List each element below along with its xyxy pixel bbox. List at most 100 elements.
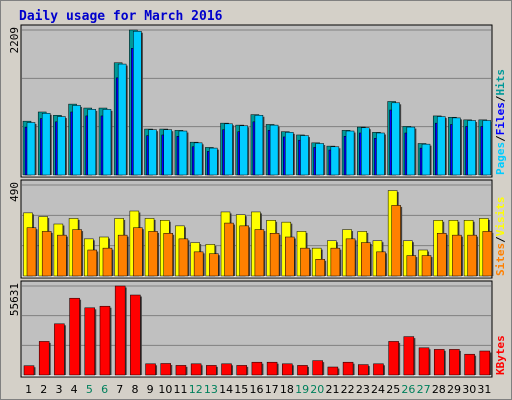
legend-entry: / — [494, 236, 507, 243]
bar-pages-day-8 — [133, 30, 142, 176]
bar-pages-day-11 — [178, 130, 188, 176]
x-tick-day-4: 4 — [71, 383, 78, 396]
bar-pages-day-4 — [72, 105, 81, 176]
bar-pages-day-23 — [361, 127, 370, 176]
bar-kbytes-day-13 — [206, 365, 217, 376]
chart-panels: 2209Pages/Files/Hits490Sites/Visits55631… — [8, 24, 507, 378]
x-tick-day-26: 26 — [401, 383, 415, 396]
x-tick-day-15: 15 — [234, 383, 248, 396]
legend-entry: / — [494, 95, 507, 102]
bar-kbytes-day-24 — [373, 363, 384, 376]
bar-kbytes-day-10 — [160, 363, 171, 376]
bar-pages-day-26 — [406, 126, 416, 176]
bar-kbytes-day-21 — [327, 366, 339, 376]
x-tick-day-21: 21 — [325, 383, 339, 396]
bar-pages-day-18 — [285, 132, 294, 176]
bar-pages-day-17 — [269, 124, 279, 176]
bar-sites-day-8 — [133, 227, 143, 277]
bar-pages-day-25 — [391, 102, 400, 176]
x-tick-day-23: 23 — [356, 383, 370, 396]
bar-sites-day-19 — [300, 247, 310, 277]
bar-sites-day-24 — [376, 251, 386, 277]
x-tick-day-11: 11 — [174, 383, 188, 396]
bar-pages-day-7 — [117, 63, 127, 176]
bar-pages-day-21 — [330, 146, 340, 176]
legend-entry: Sites — [494, 243, 507, 276]
x-tick-day-1: 1 — [25, 383, 32, 396]
x-tick-day-7: 7 — [116, 383, 123, 396]
bar-sites-day-30 — [467, 234, 477, 277]
x-tick-day-5: 5 — [86, 383, 93, 396]
bar-kbytes-day-19 — [297, 365, 308, 376]
bar-pages-day-29 — [452, 117, 461, 176]
x-tick-day-17: 17 — [265, 383, 279, 396]
panel-background — [20, 280, 493, 378]
bar-kbytes-day-2 — [38, 341, 50, 376]
bar-sites-day-18 — [285, 236, 295, 277]
x-tick-day-18: 18 — [280, 383, 294, 396]
bar-pages-day-10 — [163, 129, 172, 176]
y-axis-max-label: 2209 — [8, 27, 21, 54]
legend-entry: Hits — [494, 69, 507, 96]
bar-sites-day-1 — [26, 227, 37, 277]
bar-pages-day-5 — [87, 109, 97, 176]
bar-sites-day-15 — [239, 225, 249, 277]
x-tick-day-9: 9 — [147, 383, 154, 396]
bar-sites-day-16 — [254, 229, 265, 277]
bar-pages-day-30 — [467, 120, 476, 176]
bar-sites-day-17 — [269, 233, 280, 277]
bar-sites-day-4 — [72, 229, 82, 277]
bar-sites-day-12 — [193, 251, 204, 277]
bar-kbytes-day-11 — [175, 365, 187, 376]
bar-pages-day-16 — [254, 115, 264, 176]
bar-pages-day-14 — [224, 123, 233, 176]
bar-pages-day-20 — [315, 143, 324, 176]
bar-sites-day-7 — [117, 234, 128, 277]
bar-sites-day-13 — [209, 253, 219, 277]
bar-sites-day-27 — [421, 255, 432, 277]
bar-kbytes-day-6 — [99, 305, 111, 376]
x-tick-day-31: 31 — [477, 383, 491, 396]
legend-entry: KBytes — [494, 335, 507, 375]
bar-pages-day-3 — [57, 116, 66, 176]
bar-kbytes-day-28 — [433, 349, 445, 376]
bar-pages-day-15 — [239, 125, 248, 176]
x-tick-day-20: 20 — [310, 383, 324, 396]
bar-kbytes-day-12 — [190, 363, 202, 376]
bar-pages-day-6 — [102, 109, 112, 176]
bar-sites-day-5 — [87, 249, 98, 277]
x-tick-day-22: 22 — [341, 383, 355, 396]
bar-pages-day-24 — [376, 132, 385, 176]
bar-kbytes-day-18 — [282, 363, 293, 376]
bar-kbytes-day-31 — [479, 350, 491, 376]
bar-sites-day-6 — [102, 247, 113, 277]
bar-kbytes-day-29 — [449, 349, 460, 376]
bar-kbytes-day-27 — [418, 347, 430, 376]
x-tick-day-3: 3 — [55, 383, 62, 396]
bar-kbytes-day-22 — [342, 361, 354, 376]
y-axis-max-label: 55631 — [8, 283, 21, 316]
bar-sites-day-29 — [452, 234, 462, 277]
bar-sites-day-3 — [57, 234, 67, 277]
x-tick-day-25: 25 — [386, 383, 400, 396]
x-tick-day-29: 29 — [447, 383, 461, 396]
side-legend: Sites/Visits — [494, 197, 507, 277]
bar-pages-day-12 — [193, 142, 203, 176]
bar-kbytes-day-7 — [114, 285, 126, 376]
bar-kbytes-day-17 — [266, 361, 278, 376]
bar-sites-day-10 — [163, 233, 173, 277]
x-tick-day-13: 13 — [204, 383, 218, 396]
bar-kbytes-day-5 — [84, 307, 96, 376]
x-tick-day-30: 30 — [462, 383, 476, 396]
x-tick-day-6: 6 — [101, 383, 108, 396]
bar-kbytes-day-20 — [312, 360, 323, 376]
legend-entry: / — [494, 135, 507, 142]
bar-kbytes-day-25 — [388, 341, 399, 376]
bar-kbytes-day-3 — [54, 323, 65, 376]
panel-3: 55631 KBytes — [8, 280, 507, 378]
bar-sites-day-14 — [224, 222, 234, 277]
bar-sites-day-11 — [178, 238, 189, 277]
side-legend: KBytes — [494, 335, 507, 375]
series-sites — [26, 205, 494, 277]
